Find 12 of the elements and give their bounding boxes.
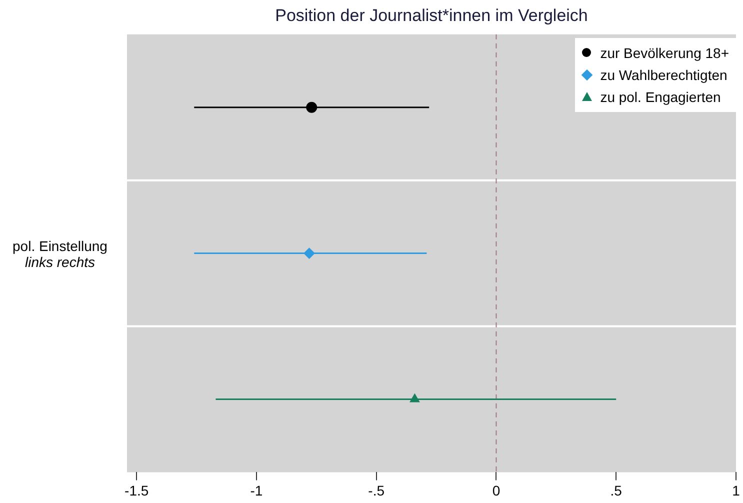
x-tick-label: 1 [732,482,740,498]
x-tick-label: 0 [492,482,500,498]
legend-label: zu pol. Engagierten [600,89,721,105]
text: links rechts [24,254,96,270]
x-tick-label: -1.5 [124,482,149,498]
x-tick-label: -1 [250,482,263,498]
legend-label: zur Bevölkerung 18+ [600,45,729,61]
legend-label: zu Wahlberechtigten [600,67,728,83]
x-tick-label: -.5 [368,482,385,498]
y-axis-title: pol. Einstellung [12,238,108,254]
x-tick-label: .5 [610,482,622,498]
chart-title: Position der Journalist*innen im Vergleich [275,6,588,25]
